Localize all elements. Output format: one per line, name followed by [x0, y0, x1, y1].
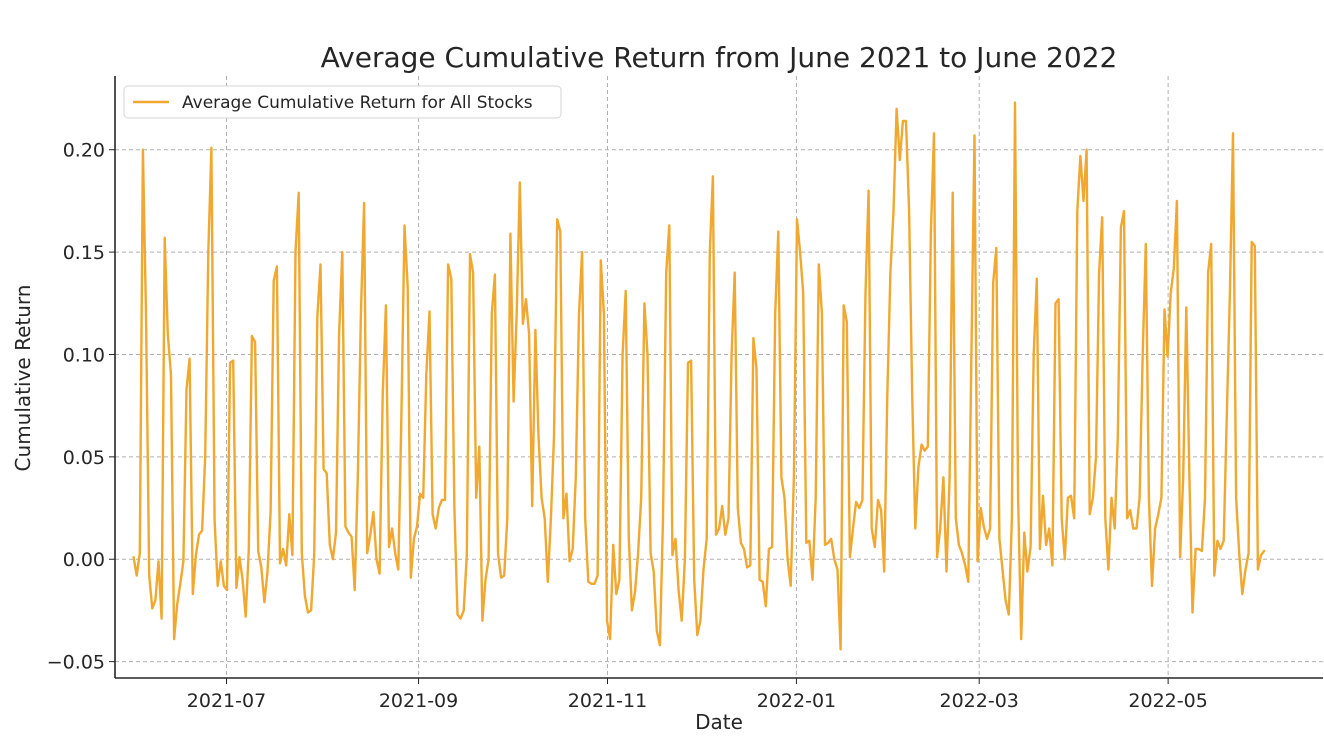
x-tick-label: 2021-11 — [568, 690, 647, 712]
x-tick-label: 2022-05 — [1128, 690, 1207, 712]
legend-entry-label: Average Cumulative Return for All Stocks — [182, 93, 533, 113]
y-tick-label: 0.20 — [63, 140, 105, 162]
series-line-average-cumulative-return — [132, 101, 1266, 651]
x-ticks: 2021-07 2021-09 2021-11 2022-01 2022-03 2022-… — [187, 678, 1208, 712]
y-tick-label: −0.05 — [47, 652, 105, 674]
series-layer — [132, 101, 1266, 651]
y-axis-label: Cumulative Return — [11, 285, 35, 472]
y-tick-label: 0.00 — [63, 549, 105, 571]
y-tick-label: 0.10 — [63, 344, 105, 366]
chart-title: Average Cumulative Return from June 2021… — [321, 41, 1118, 74]
x-tick-label: 2022-01 — [757, 690, 836, 712]
y-gridlines — [115, 149, 1323, 663]
x-tick-label: 2021-07 — [187, 690, 266, 712]
y-ticks: −0.05 0.00 0.05 0.10 0.15 0.20 — [47, 140, 115, 674]
x-tick-label: 2022-03 — [939, 690, 1018, 712]
legend-box — [123, 85, 562, 119]
legend: Average Cumulative Return for All Stocks — [123, 85, 562, 119]
x-gridlines — [226, 76, 1169, 678]
x-axis-label: Date — [695, 710, 743, 734]
y-tick-label: 0.15 — [63, 242, 105, 264]
y-tick-label: 0.05 — [63, 447, 105, 469]
axes — [114, 76, 1323, 679]
x-tick-label: 2021-09 — [379, 690, 458, 712]
